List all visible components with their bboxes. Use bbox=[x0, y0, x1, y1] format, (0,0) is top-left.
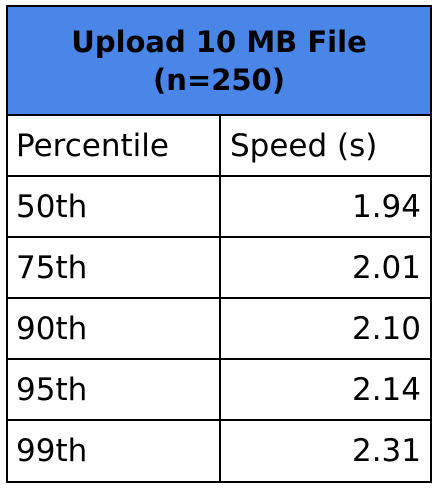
table-row: 90th 2.10 bbox=[8, 299, 430, 360]
table-row: 99th 2.31 bbox=[8, 421, 430, 481]
table-row: 50th 1.94 bbox=[8, 177, 430, 238]
table-row: 75th 2.01 bbox=[8, 238, 430, 299]
speed-cell: 2.31 bbox=[351, 433, 421, 469]
table-title-line2: (n=250) bbox=[153, 62, 285, 97]
speed-cell: 2.01 bbox=[351, 249, 421, 286]
percentile-cell: 90th bbox=[8, 299, 221, 358]
table-row: 95th 2.14 bbox=[8, 360, 430, 421]
column-header-speed: Speed (s) bbox=[230, 127, 378, 164]
speed-cell: 1.94 bbox=[351, 188, 421, 225]
header-row: Percentile Speed (s) bbox=[8, 116, 430, 177]
table-title-line1: Upload 10 MB File bbox=[71, 24, 367, 59]
column-header-percentile: Percentile bbox=[8, 116, 221, 175]
percentile-cell: 50th bbox=[8, 177, 221, 236]
percentile-cell: 99th bbox=[8, 421, 221, 481]
upload-speed-table: Upload 10 MB File (n=250) Percentile Spe… bbox=[6, 5, 432, 483]
percentile-cell: 95th bbox=[8, 360, 221, 419]
percentile-cell: 75th bbox=[8, 238, 221, 297]
speed-cell: 2.14 bbox=[351, 371, 421, 408]
table-title: Upload 10 MB File (n=250) bbox=[8, 7, 430, 116]
speed-cell: 2.10 bbox=[351, 310, 421, 347]
